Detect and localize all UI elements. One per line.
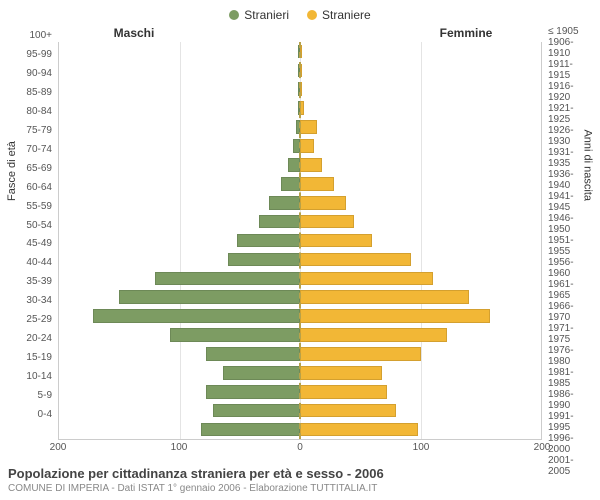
age-label: 0-4 [8, 405, 52, 424]
bar-male [119, 290, 300, 304]
age-label: 100+ [8, 26, 52, 45]
bar-female [300, 290, 469, 304]
birth-label: 1961-1965 [548, 279, 592, 301]
legend-female-label: Straniere [322, 8, 371, 22]
birth-label: 1966-1970 [548, 301, 592, 323]
plot-area [58, 42, 542, 440]
bar-male [281, 177, 300, 191]
axis-title-left: Fasce di età [6, 141, 18, 201]
chart-title: Popolazione per cittadinanza straniera p… [8, 466, 592, 481]
age-label: 45-49 [8, 234, 52, 253]
age-label: 20-24 [8, 329, 52, 348]
birth-label: 1916-1920 [548, 81, 592, 103]
birth-label: 1956-1960 [548, 257, 592, 279]
age-label: 40-44 [8, 253, 52, 272]
bar-female [300, 328, 447, 342]
bar-male [206, 347, 300, 361]
bar-female [300, 309, 490, 323]
bar-female [300, 196, 346, 210]
bar-male [93, 309, 300, 323]
bar-male [223, 366, 300, 380]
x-tick-label: 200 [534, 442, 551, 453]
birth-label: 1986-1990 [548, 389, 592, 411]
bar-female [300, 215, 354, 229]
legend-female-swatch [307, 10, 317, 20]
chart: Maschi Femmine 100+95-9990-9485-8980-847… [8, 26, 592, 456]
bar-female [300, 366, 382, 380]
bar-female [300, 404, 396, 418]
y-labels-birth: ≤ 19051906-19101911-19151916-19201921-19… [542, 26, 592, 424]
bar-male [170, 328, 300, 342]
legend: Stranieri Straniere [0, 0, 600, 26]
bar-female [300, 423, 418, 437]
bar-male [228, 253, 300, 267]
age-label: 30-34 [8, 291, 52, 310]
legend-female: Straniere [307, 8, 371, 22]
age-label: 90-94 [8, 64, 52, 83]
age-label: 75-79 [8, 121, 52, 140]
birth-label: 1951-1955 [548, 235, 592, 257]
bar-male [213, 404, 300, 418]
age-label: 10-14 [8, 367, 52, 386]
bar-female [300, 139, 314, 153]
x-tick-label: 100 [413, 442, 430, 453]
age-label: 85-89 [8, 83, 52, 102]
birth-label: 1971-1975 [548, 323, 592, 345]
bar-female [300, 158, 322, 172]
x-tick-label: 100 [171, 442, 188, 453]
bar-male [201, 423, 300, 437]
bar-male [206, 385, 300, 399]
bar-male [259, 215, 300, 229]
x-tick-label: 200 [50, 442, 67, 453]
footer: Popolazione per cittadinanza straniera p… [8, 466, 592, 494]
birth-label: 1911-1915 [548, 59, 592, 81]
birth-label: ≤ 1905 [548, 26, 592, 37]
age-label: 25-29 [8, 310, 52, 329]
x-tick-label: 0 [297, 442, 303, 453]
birth-label: 1921-1925 [548, 103, 592, 125]
bar-male [269, 196, 300, 210]
birth-label: 1946-1950 [548, 213, 592, 235]
y-labels-age: 100+95-9990-9485-8980-8475-7970-7465-696… [8, 26, 58, 424]
bar-male [155, 272, 300, 286]
birth-label: 2001-2005 [548, 455, 592, 477]
legend-male-swatch [229, 10, 239, 20]
bar-female [300, 385, 387, 399]
chart-subtitle: COMUNE DI IMPERIA - Dati ISTAT 1° gennai… [8, 483, 592, 494]
age-label: 15-19 [8, 348, 52, 367]
birth-label: 1991-1995 [548, 411, 592, 433]
birth-label: 1996-2000 [548, 433, 592, 455]
age-label: 50-54 [8, 216, 52, 235]
bar-female [300, 272, 433, 286]
bar-female [300, 177, 334, 191]
age-label: 35-39 [8, 272, 52, 291]
axis-title-right: Anni di nascita [582, 129, 594, 201]
x-axis: 2001000100200 [58, 440, 542, 456]
age-label: 95-99 [8, 45, 52, 64]
bar-female [300, 120, 317, 134]
center-axis [299, 42, 301, 439]
bar-female [300, 234, 372, 248]
age-label: 5-9 [8, 386, 52, 405]
birth-label: 1981-1985 [548, 367, 592, 389]
age-label: 80-84 [8, 102, 52, 121]
bar-female [300, 347, 421, 361]
column-titles: Maschi Femmine [8, 26, 592, 40]
bar-male [237, 234, 300, 248]
legend-male-label: Stranieri [244, 8, 289, 22]
legend-male: Stranieri [229, 8, 289, 22]
bar-female [300, 253, 411, 267]
birth-label: 1976-1980 [548, 345, 592, 367]
birth-label: 1906-1910 [548, 37, 592, 59]
